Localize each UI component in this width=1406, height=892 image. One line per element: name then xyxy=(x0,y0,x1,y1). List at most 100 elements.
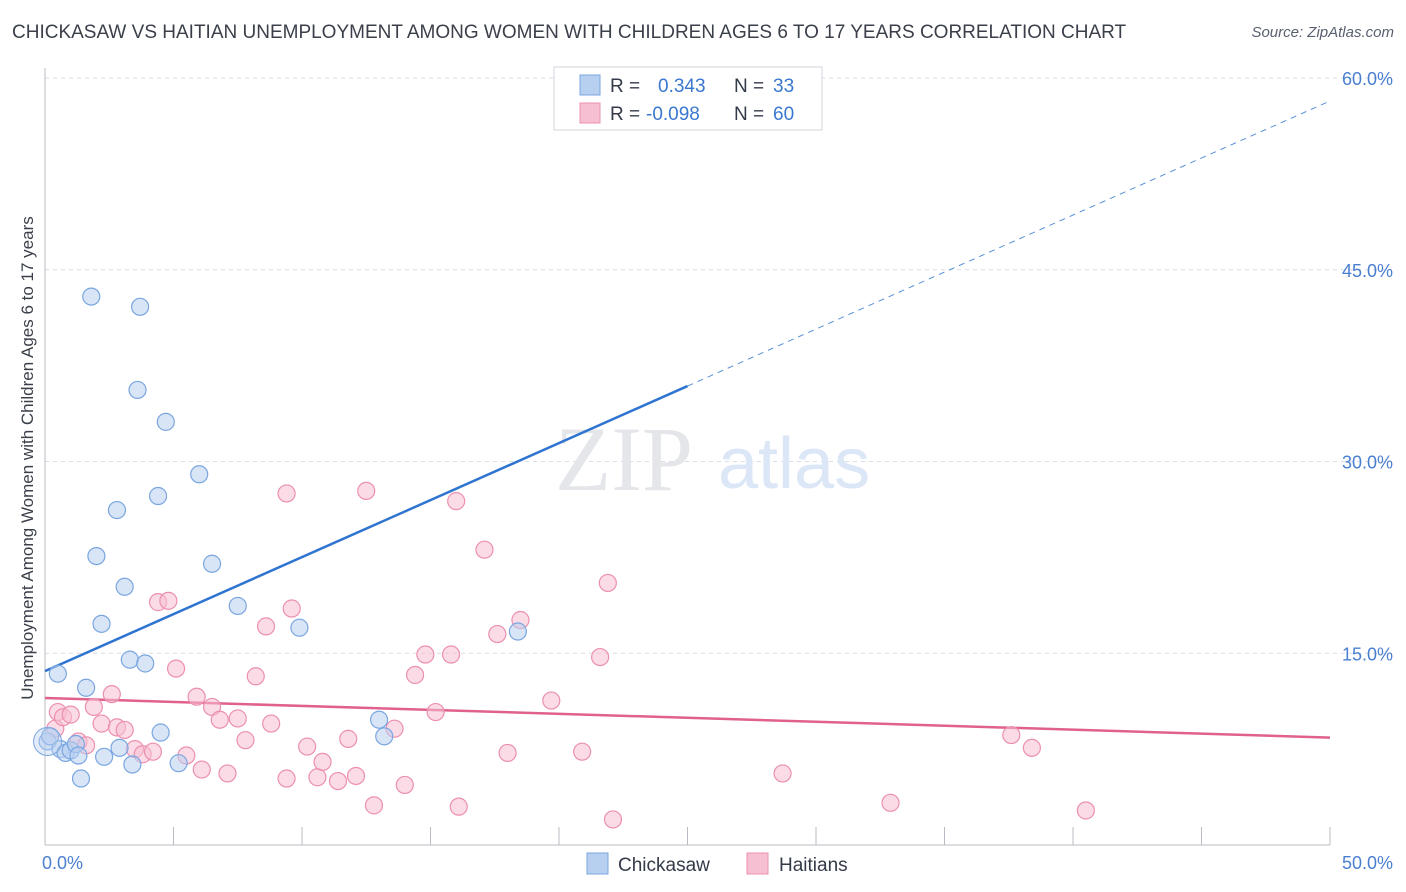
stats-legend-chickasaw-r-label: R = xyxy=(610,76,640,97)
chickasaw-point xyxy=(48,664,67,683)
series-legend-haitians-label: Haitians xyxy=(779,855,848,876)
stats-legend-haitians-n-value: 60 xyxy=(773,104,794,125)
haitians-point xyxy=(475,540,494,559)
stats-legend-chickasaw-r-value: 0.343 xyxy=(658,76,706,97)
haitians-point xyxy=(426,702,445,722)
chickasaw-point xyxy=(115,577,134,596)
haitians-point xyxy=(313,752,332,772)
haitians-point xyxy=(357,481,376,501)
chickasaw-point xyxy=(92,614,111,633)
y-tick-label: 30.0% xyxy=(1342,453,1393,473)
haitians-point xyxy=(236,731,255,750)
chickasaw-point xyxy=(69,746,88,765)
chickasaw-point xyxy=(228,596,247,616)
watermark: ZIP atlas xyxy=(555,408,870,510)
haitians-point xyxy=(84,697,103,717)
haitians-point xyxy=(395,775,414,795)
stats-legend-haitians-swatch xyxy=(579,102,601,124)
stats-legend-chickasaw-n-value: 33 xyxy=(773,76,794,97)
haitians-point xyxy=(218,764,237,783)
haitians-point xyxy=(262,714,281,733)
stats-legend: R = 0.343 N = 33 R = -0.098 N = 60 xyxy=(553,66,823,131)
trend-lines xyxy=(44,100,1331,739)
haitians-point xyxy=(603,810,623,829)
haitians-point xyxy=(277,484,296,503)
series-legend: Chickasaw Haitians xyxy=(586,852,848,876)
haitians-point xyxy=(591,647,610,667)
chickasaw-point xyxy=(156,412,175,431)
haitians-trend-line xyxy=(44,696,1331,739)
haitians-point xyxy=(159,591,178,610)
chickasaw-trend-line xyxy=(44,384,689,673)
source-credit: Source: ZipAtlas.com xyxy=(1251,24,1394,41)
haitians-point xyxy=(339,729,358,748)
axes xyxy=(44,68,1331,846)
haitians-point xyxy=(573,742,592,761)
chickasaw-point xyxy=(136,654,155,673)
chickasaw-point xyxy=(107,500,127,520)
chickasaw-point xyxy=(370,710,389,729)
haitians-point xyxy=(488,624,507,644)
y-tick-label: 15.0% xyxy=(1342,644,1393,664)
haitians-point xyxy=(449,797,468,816)
haitians-point xyxy=(166,659,186,678)
haitians-point xyxy=(246,667,265,686)
haitians-point xyxy=(416,645,435,664)
haitians-point xyxy=(282,599,301,618)
chickasaw-point xyxy=(110,738,129,757)
haitians-point xyxy=(441,645,461,664)
stats-legend-chickasaw-n-label: N = xyxy=(734,76,764,97)
haitians-point xyxy=(498,743,517,763)
chickasaw-point xyxy=(151,723,170,742)
chickasaw-point xyxy=(128,380,147,400)
grid-lines xyxy=(45,77,1392,654)
chickasaw-point xyxy=(77,678,96,697)
chickasaw-point xyxy=(508,622,527,641)
stats-legend-haitians-r-value: -0.098 xyxy=(646,104,700,125)
haitians-point xyxy=(102,685,121,704)
stats-legend-haitians-r-label: R = xyxy=(610,104,640,125)
haitians-point xyxy=(308,768,327,787)
chickasaw-point xyxy=(95,747,114,766)
chickasaw-point xyxy=(169,754,188,773)
series-legend-chickasaw-swatch xyxy=(586,852,609,875)
haitians-point xyxy=(328,771,348,791)
chickasaw-point xyxy=(87,546,106,566)
haitians-point xyxy=(1002,725,1021,745)
haitians-point xyxy=(542,691,561,710)
haitians-point xyxy=(598,573,617,593)
haitians-point xyxy=(115,720,134,740)
haitians-point xyxy=(277,769,296,788)
chickasaw-point xyxy=(375,727,394,746)
x-tick-label-min: 0.0% xyxy=(42,853,83,873)
y-tick-label: 60.0% xyxy=(1342,69,1393,89)
haitians-point xyxy=(92,714,111,733)
haitians-point xyxy=(447,492,466,511)
haitians-point xyxy=(1022,738,1041,757)
haitians-point xyxy=(1076,801,1095,820)
chickasaw-point xyxy=(130,297,150,316)
haitians-point xyxy=(192,760,211,779)
chickasaw-point xyxy=(82,287,101,306)
haitians-point xyxy=(210,710,229,729)
chickasaw-point xyxy=(190,465,209,484)
haitians-point xyxy=(298,737,317,756)
haitians-point xyxy=(881,793,900,812)
chickasaw-point xyxy=(123,755,142,774)
haitians-point xyxy=(364,796,384,815)
haitians-point xyxy=(773,764,792,783)
haitians-point xyxy=(256,617,276,636)
chickasaw-point xyxy=(148,486,168,506)
tick-labels: 15.0% 30.0% 45.0% 60.0% 0.0% 50.0% xyxy=(42,69,1393,873)
stats-legend-chickasaw-swatch xyxy=(579,74,601,96)
chickasaw-point xyxy=(120,650,139,669)
haitians-point xyxy=(228,709,247,728)
haitians-point xyxy=(405,665,425,685)
haitians-point xyxy=(143,742,163,761)
chickasaw-trend-extension xyxy=(687,100,1331,387)
x-tick-label-max: 50.0% xyxy=(1342,853,1393,873)
stats-legend-haitians-n-label: N = xyxy=(734,104,764,125)
y-tick-label: 45.0% xyxy=(1342,261,1393,281)
haitians-point xyxy=(61,705,80,724)
